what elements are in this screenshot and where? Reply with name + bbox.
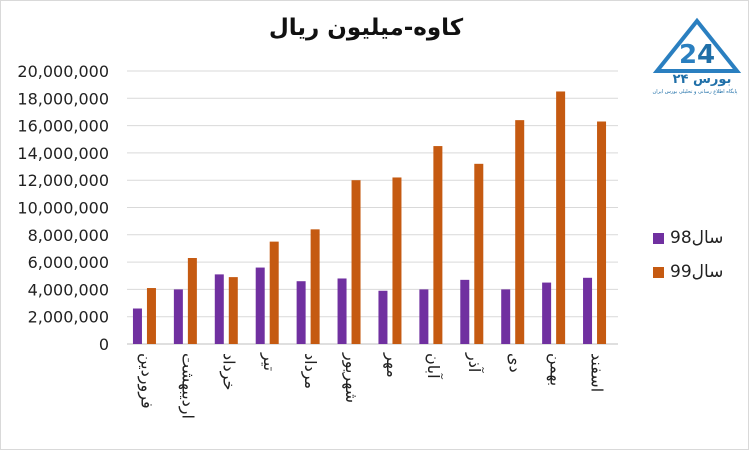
bar-98: [173, 289, 183, 344]
legend-swatch-98: [653, 232, 664, 244]
y-tick-label: 0: [99, 335, 109, 354]
logo-word: بورس ۲۴: [672, 72, 732, 87]
svg-text:2: 2: [679, 40, 697, 70]
bar-99: [474, 163, 484, 344]
y-tick-label: 14,000,000: [17, 144, 109, 163]
bar-99: [433, 146, 443, 344]
legend-label-98: سال98: [670, 228, 724, 248]
x-tick-label: خرداد: [218, 353, 238, 390]
bourse24-logo: 2 4 بورس ۲۴ پایگاه اطلاع رسانی و تحلیلی …: [649, 17, 745, 99]
bar-99: [392, 177, 402, 344]
y-tick-label: 8,000,000: [28, 226, 109, 245]
bar-98: [296, 281, 306, 344]
bar-98: [378, 290, 388, 344]
bar-99: [228, 277, 238, 344]
legend: سال98 سال99: [653, 221, 745, 289]
bar-99: [187, 258, 197, 344]
x-tick-label: اردیبهشت: [177, 353, 197, 419]
legend-label-99: سال99: [670, 262, 724, 282]
y-tick-label: 12,000,000: [17, 171, 109, 190]
bar-99: [269, 241, 279, 344]
x-tick-label: مرداد: [300, 353, 320, 389]
x-tick-label: شهریور: [341, 352, 361, 403]
y-tick-label: 6,000,000: [28, 253, 109, 272]
bar-98: [337, 278, 347, 344]
bar-98: [583, 277, 593, 344]
bar-98: [132, 308, 142, 344]
legend-item-99: سال99: [653, 255, 745, 289]
x-tick-label: آذر: [464, 352, 484, 374]
y-tick-label: 2,000,000: [28, 308, 109, 327]
x-tick-label: دی: [506, 353, 525, 373]
legend-item-98: سال98: [653, 221, 745, 255]
y-tick-label: 4,000,000: [28, 280, 109, 299]
x-tick-label: فروردین: [136, 353, 156, 409]
bar-99: [515, 120, 525, 344]
bar-98: [501, 289, 511, 344]
bar-99: [597, 121, 607, 344]
logo-subtitle: پایگاه اطلاع رسانی و تحلیلی بورس ایران: [652, 89, 738, 95]
bar-99: [556, 91, 566, 344]
bar-98: [419, 289, 429, 344]
y-tick-label: 10,000,000: [17, 199, 109, 218]
y-tick-label: 20,000,000: [17, 62, 109, 81]
x-tick-label: تیر: [259, 352, 279, 371]
legend-swatch-99: [653, 266, 664, 278]
logo-mark-icon: 2 4: [652, 17, 742, 73]
x-tick-label: بهمن: [546, 353, 566, 386]
bar-98: [460, 279, 470, 344]
chart-title: کاوه-میلیون ریال: [268, 15, 464, 41]
y-tick-label: 16,000,000: [17, 117, 109, 136]
bar-98: [255, 267, 265, 344]
bar-99: [310, 229, 320, 344]
x-tick-label: اسفند: [588, 353, 607, 392]
bar-98: [214, 274, 224, 344]
bar-99: [351, 180, 361, 344]
bar-99: [146, 288, 156, 344]
bar-98: [542, 282, 552, 344]
x-tick-label: آبان: [424, 353, 443, 380]
y-tick-label: 18,000,000: [17, 89, 109, 108]
x-tick-label: مهر: [382, 352, 402, 378]
svg-text:4: 4: [697, 40, 715, 70]
